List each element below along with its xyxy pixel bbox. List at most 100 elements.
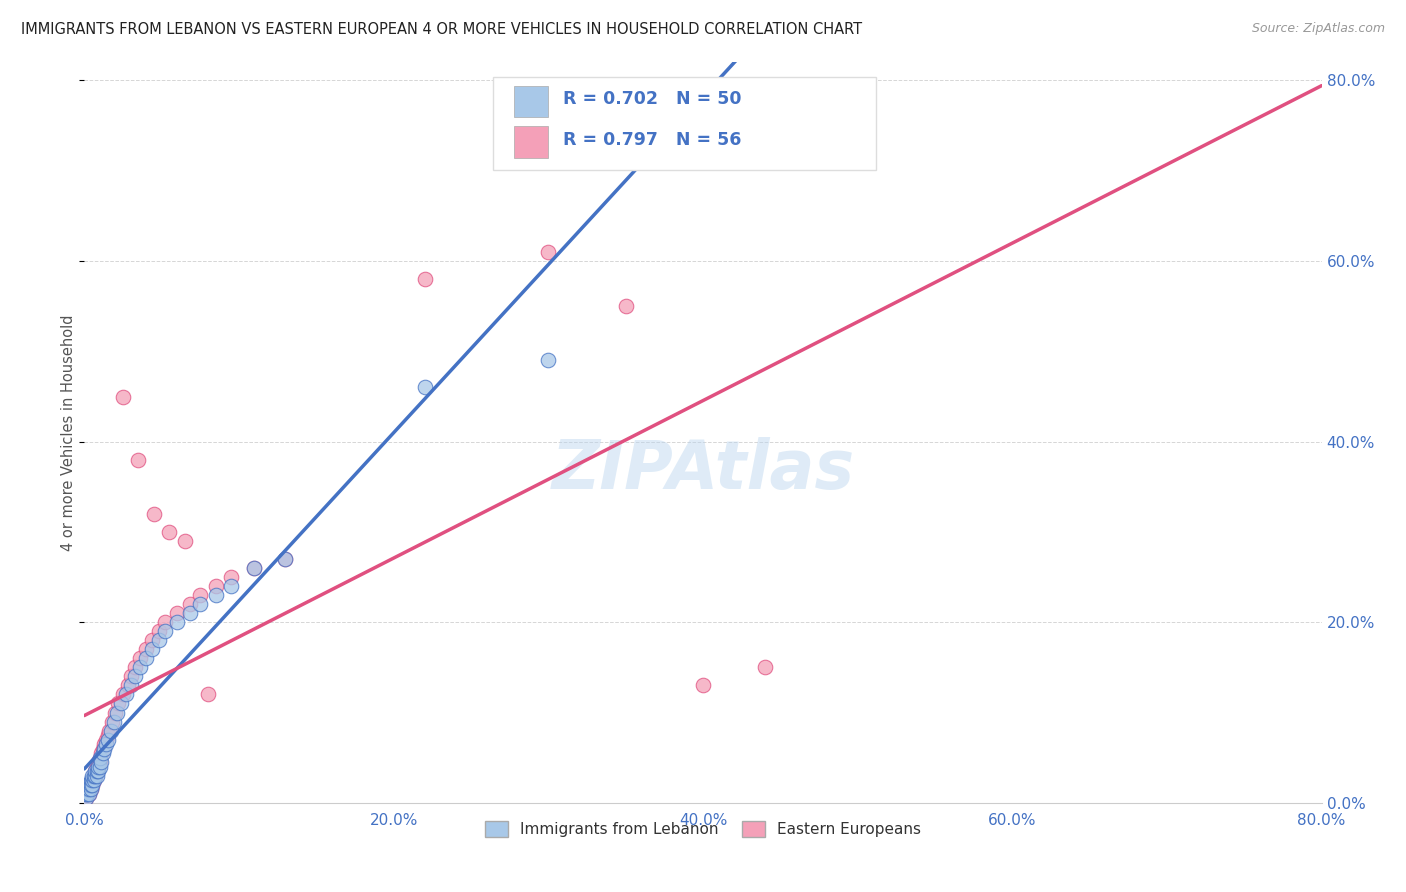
Point	[159, 524, 180, 539]
Point	[537, 245, 560, 260]
Point	[129, 660, 152, 674]
Point	[86, 764, 108, 779]
Point	[89, 750, 111, 764]
Point	[219, 579, 242, 593]
Point	[82, 769, 104, 783]
Text: Source: ZipAtlas.com: Source: ZipAtlas.com	[1251, 22, 1385, 36]
Y-axis label: 4 or more Vehicles in Household: 4 or more Vehicles in Household	[60, 314, 76, 551]
Point	[89, 750, 111, 764]
Point	[174, 533, 197, 548]
Legend: Immigrants from Lebanon, Eastern Europeans: Immigrants from Lebanon, Eastern Europea…	[479, 815, 927, 843]
Point	[101, 714, 124, 729]
Point	[89, 755, 111, 769]
Point	[84, 769, 107, 783]
Point	[754, 660, 776, 674]
Text: ZIPAtlas: ZIPAtlas	[551, 437, 855, 502]
Point	[96, 732, 118, 747]
Point	[205, 579, 228, 593]
Point	[77, 787, 100, 801]
Point	[104, 706, 127, 720]
Point	[153, 615, 176, 630]
Point	[129, 651, 152, 665]
FancyBboxPatch shape	[492, 78, 876, 169]
Point	[413, 272, 436, 286]
FancyBboxPatch shape	[513, 86, 548, 117]
Point	[243, 561, 266, 575]
Point	[79, 778, 101, 792]
Point	[77, 782, 100, 797]
Point	[79, 782, 101, 797]
Point	[83, 769, 105, 783]
Point	[90, 746, 112, 760]
Point	[86, 760, 108, 774]
Point	[87, 760, 110, 774]
Point	[94, 732, 117, 747]
Point	[135, 651, 157, 665]
Point	[124, 669, 146, 683]
Point	[537, 353, 560, 368]
Point	[692, 678, 714, 692]
Point	[82, 778, 104, 792]
Point	[115, 688, 138, 702]
Point	[413, 380, 436, 394]
Point	[143, 507, 166, 521]
Point	[148, 624, 170, 639]
Point	[75, 787, 97, 801]
Point	[110, 697, 132, 711]
Point	[86, 769, 108, 783]
Point	[82, 778, 104, 792]
Point	[79, 773, 101, 788]
Point	[75, 791, 97, 805]
Point	[188, 597, 211, 611]
Point	[166, 615, 188, 630]
Point	[153, 624, 176, 639]
Text: IMMIGRANTS FROM LEBANON VS EASTERN EUROPEAN 4 OR MORE VEHICLES IN HOUSEHOLD CORR: IMMIGRANTS FROM LEBANON VS EASTERN EUROP…	[21, 22, 862, 37]
Point	[127, 452, 149, 467]
Point	[148, 633, 170, 648]
Point	[77, 782, 100, 797]
Point	[124, 660, 146, 674]
Point	[105, 706, 128, 720]
Point	[219, 570, 242, 584]
Point	[77, 787, 100, 801]
Point	[141, 642, 163, 657]
Point	[205, 588, 228, 602]
Point	[84, 764, 107, 779]
Point	[135, 642, 157, 657]
Point	[179, 597, 201, 611]
Point	[87, 760, 110, 774]
Text: R = 0.797   N = 56: R = 0.797 N = 56	[564, 131, 741, 149]
Point	[98, 723, 121, 738]
Point	[141, 633, 163, 648]
Point	[84, 764, 107, 779]
Point	[75, 791, 97, 805]
Point	[274, 552, 297, 566]
Point	[83, 773, 105, 788]
Point	[112, 390, 135, 404]
Point	[87, 764, 110, 779]
Point	[82, 773, 104, 788]
Point	[188, 588, 211, 602]
Point	[75, 787, 97, 801]
Point	[120, 669, 142, 683]
Point	[197, 688, 219, 702]
Point	[90, 755, 112, 769]
Point	[87, 755, 110, 769]
Point	[77, 778, 100, 792]
Point	[86, 764, 108, 779]
Point	[614, 299, 637, 313]
Point	[112, 688, 135, 702]
Point	[89, 760, 111, 774]
Point	[79, 782, 101, 797]
Point	[84, 769, 107, 783]
Point	[93, 741, 115, 756]
Point	[93, 737, 115, 751]
Point	[94, 737, 117, 751]
Point	[100, 723, 122, 738]
Point	[166, 606, 188, 620]
Point	[179, 606, 201, 620]
Point	[76, 787, 98, 801]
Point	[243, 561, 266, 575]
Point	[120, 678, 142, 692]
Point	[91, 746, 114, 760]
